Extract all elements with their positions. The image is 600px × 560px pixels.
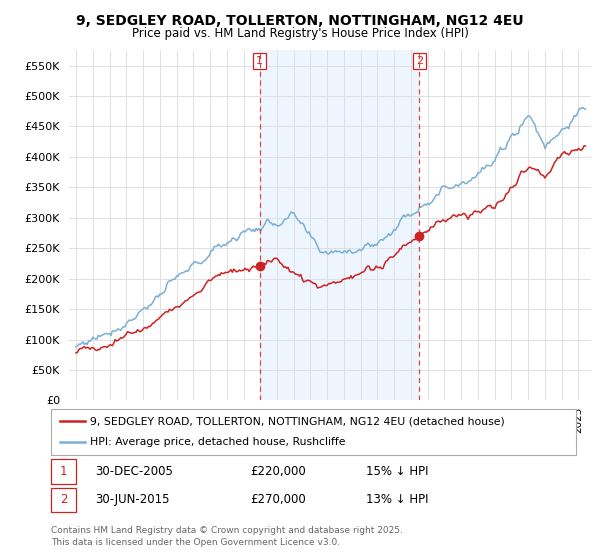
- Text: 13% ↓ HPI: 13% ↓ HPI: [366, 493, 428, 506]
- Text: 1: 1: [256, 56, 263, 66]
- Text: 2: 2: [60, 493, 67, 506]
- Text: 30-DEC-2005: 30-DEC-2005: [95, 465, 173, 478]
- Text: Contains HM Land Registry data © Crown copyright and database right 2025.
This d: Contains HM Land Registry data © Crown c…: [51, 526, 403, 547]
- Bar: [51, 459, 76, 484]
- Text: £220,000: £220,000: [251, 465, 306, 478]
- Text: Price paid vs. HM Land Registry's House Price Index (HPI): Price paid vs. HM Land Registry's House …: [131, 27, 469, 40]
- Text: 2: 2: [416, 56, 423, 66]
- Bar: [260, 50, 419, 400]
- Text: 1: 1: [60, 465, 67, 478]
- Text: HPI: Average price, detached house, Rushcliffe: HPI: Average price, detached house, Rush…: [91, 437, 346, 447]
- Text: 30-JUN-2015: 30-JUN-2015: [95, 493, 170, 506]
- Text: 9, SEDGLEY ROAD, TOLLERTON, NOTTINGHAM, NG12 4EU: 9, SEDGLEY ROAD, TOLLERTON, NOTTINGHAM, …: [76, 14, 524, 28]
- Bar: [51, 488, 76, 512]
- Text: £270,000: £270,000: [251, 493, 306, 506]
- Text: 9, SEDGLEY ROAD, TOLLERTON, NOTTINGHAM, NG12 4EU (detached house): 9, SEDGLEY ROAD, TOLLERTON, NOTTINGHAM, …: [91, 416, 505, 426]
- Text: 15% ↓ HPI: 15% ↓ HPI: [366, 465, 428, 478]
